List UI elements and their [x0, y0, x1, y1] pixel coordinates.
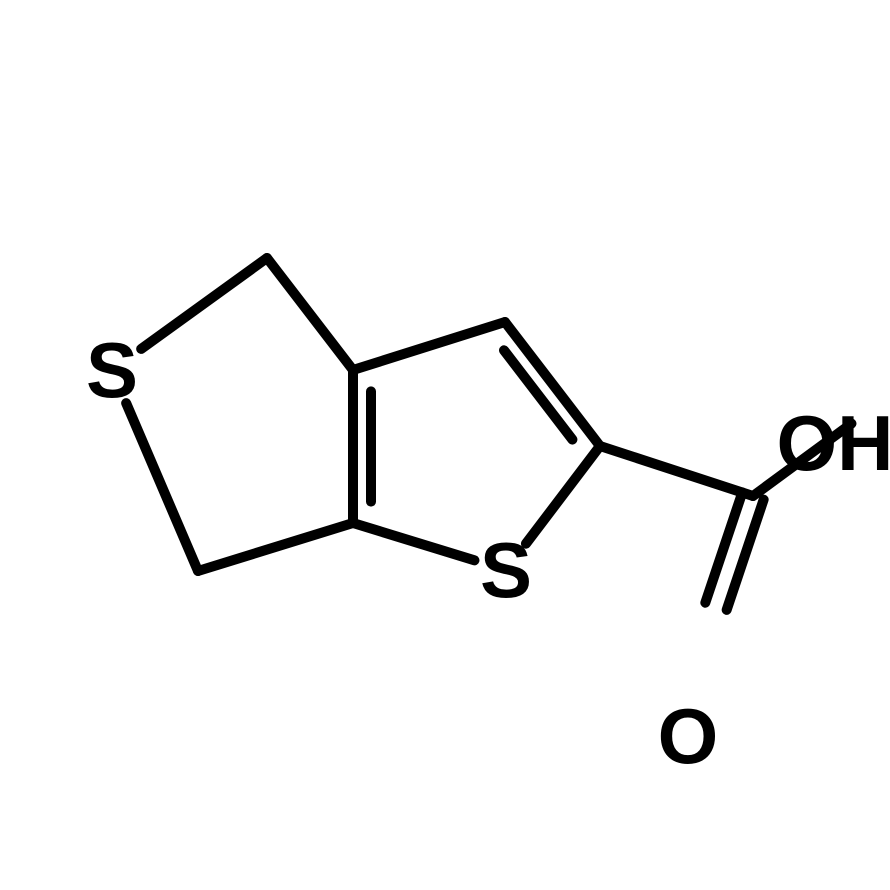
- chemical-structure-diagram: S S OH O: [0, 0, 890, 890]
- atom-label-od: O: [658, 692, 719, 780]
- atom-label-s1: S: [86, 326, 138, 414]
- atom-label-s2: S: [480, 526, 532, 614]
- atom-label-oh: OH: [777, 399, 890, 487]
